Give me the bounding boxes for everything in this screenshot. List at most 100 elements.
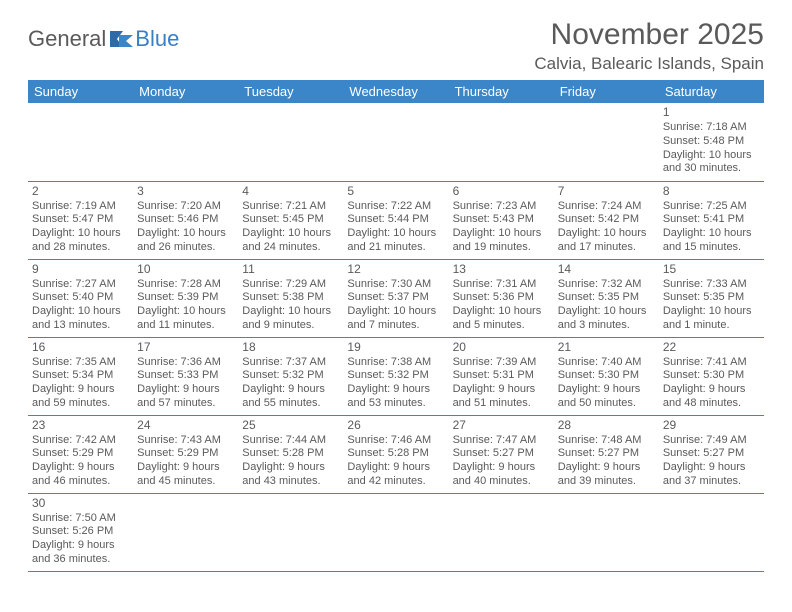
day-cell: 6Sunrise: 7:23 AMSunset: 5:43 PMDaylight…: [449, 181, 554, 259]
day-cell: 20Sunrise: 7:39 AMSunset: 5:31 PMDayligh…: [449, 337, 554, 415]
month-title: November 2025: [534, 18, 764, 52]
daylight-line: Daylight: 10 hours and 30 minutes.: [663, 149, 760, 177]
day-cell: 8Sunrise: 7:25 AMSunset: 5:41 PMDaylight…: [659, 181, 764, 259]
daylight-line: Daylight: 10 hours and 26 minutes.: [137, 227, 234, 255]
title-block: November 2025 Calvia, Balearic Islands, …: [534, 18, 764, 74]
day-number: 27: [453, 418, 550, 433]
day-number: 24: [137, 418, 234, 433]
daylight-line: Daylight: 10 hours and 1 minute.: [663, 305, 760, 333]
empty-cell: [238, 103, 343, 181]
day-cell: 22Sunrise: 7:41 AMSunset: 5:30 PMDayligh…: [659, 337, 764, 415]
day-cell: 29Sunrise: 7:49 AMSunset: 5:27 PMDayligh…: [659, 415, 764, 493]
sunrise-line: Sunrise: 7:38 AM: [347, 356, 444, 370]
empty-cell: [343, 103, 448, 181]
day-number: 5: [347, 184, 444, 199]
day-number: 18: [242, 340, 339, 355]
calendar-table: SundayMondayTuesdayWednesdayThursdayFrid…: [28, 80, 764, 572]
daylight-line: Daylight: 10 hours and 15 minutes.: [663, 227, 760, 255]
sunset-line: Sunset: 5:47 PM: [32, 213, 129, 227]
daylight-line: Daylight: 9 hours and 55 minutes.: [242, 383, 339, 411]
daylight-line: Daylight: 9 hours and 51 minutes.: [453, 383, 550, 411]
day-cell: 4Sunrise: 7:21 AMSunset: 5:45 PMDaylight…: [238, 181, 343, 259]
empty-cell: [449, 493, 554, 571]
day-number: 8: [663, 184, 760, 199]
daylight-line: Daylight: 9 hours and 53 minutes.: [347, 383, 444, 411]
sunrise-line: Sunrise: 7:43 AM: [137, 434, 234, 448]
header: General Blue November 2025 Calvia, Balea…: [28, 18, 764, 74]
daylight-line: Daylight: 9 hours and 46 minutes.: [32, 461, 129, 489]
sunrise-line: Sunrise: 7:20 AM: [137, 200, 234, 214]
sunrise-line: Sunrise: 7:28 AM: [137, 278, 234, 292]
weekday-header: Saturday: [659, 80, 764, 103]
day-cell: 12Sunrise: 7:30 AMSunset: 5:37 PMDayligh…: [343, 259, 448, 337]
logo: General Blue: [28, 26, 179, 52]
sunset-line: Sunset: 5:32 PM: [347, 369, 444, 383]
day-number: 10: [137, 262, 234, 277]
sunset-line: Sunset: 5:27 PM: [453, 447, 550, 461]
day-number: 15: [663, 262, 760, 277]
weekday-header: Sunday: [28, 80, 133, 103]
day-number: 1: [663, 105, 760, 120]
sunrise-line: Sunrise: 7:27 AM: [32, 278, 129, 292]
day-number: 2: [32, 184, 129, 199]
calendar-page: General Blue November 2025 Calvia, Balea…: [0, 0, 792, 590]
empty-cell: [554, 493, 659, 571]
empty-cell: [659, 493, 764, 571]
sunrise-line: Sunrise: 7:50 AM: [32, 512, 129, 526]
day-number: 22: [663, 340, 760, 355]
daylight-line: Daylight: 10 hours and 9 minutes.: [242, 305, 339, 333]
weekday-header: Wednesday: [343, 80, 448, 103]
sunset-line: Sunset: 5:40 PM: [32, 291, 129, 305]
sunrise-line: Sunrise: 7:40 AM: [558, 356, 655, 370]
day-cell: 24Sunrise: 7:43 AMSunset: 5:29 PMDayligh…: [133, 415, 238, 493]
sunset-line: Sunset: 5:30 PM: [663, 369, 760, 383]
empty-cell: [133, 103, 238, 181]
daylight-line: Daylight: 10 hours and 21 minutes.: [347, 227, 444, 255]
day-number: 6: [453, 184, 550, 199]
daylight-line: Daylight: 10 hours and 13 minutes.: [32, 305, 129, 333]
sunset-line: Sunset: 5:44 PM: [347, 213, 444, 227]
day-number: 23: [32, 418, 129, 433]
empty-cell: [554, 103, 659, 181]
daylight-line: Daylight: 10 hours and 28 minutes.: [32, 227, 129, 255]
day-cell: 16Sunrise: 7:35 AMSunset: 5:34 PMDayligh…: [28, 337, 133, 415]
day-cell: 9Sunrise: 7:27 AMSunset: 5:40 PMDaylight…: [28, 259, 133, 337]
day-number: 7: [558, 184, 655, 199]
day-number: 30: [32, 496, 129, 511]
daylight-line: Daylight: 10 hours and 7 minutes.: [347, 305, 444, 333]
sunset-line: Sunset: 5:36 PM: [453, 291, 550, 305]
sunset-line: Sunset: 5:27 PM: [558, 447, 655, 461]
sunrise-line: Sunrise: 7:46 AM: [347, 434, 444, 448]
daylight-line: Daylight: 9 hours and 36 minutes.: [32, 539, 129, 567]
sunrise-line: Sunrise: 7:25 AM: [663, 200, 760, 214]
empty-cell: [133, 493, 238, 571]
sunrise-line: Sunrise: 7:35 AM: [32, 356, 129, 370]
sunset-line: Sunset: 5:31 PM: [453, 369, 550, 383]
calendar-row: 23Sunrise: 7:42 AMSunset: 5:29 PMDayligh…: [28, 415, 764, 493]
day-cell: 27Sunrise: 7:47 AMSunset: 5:27 PMDayligh…: [449, 415, 554, 493]
day-number: 11: [242, 262, 339, 277]
sunrise-line: Sunrise: 7:21 AM: [242, 200, 339, 214]
sunrise-line: Sunrise: 7:18 AM: [663, 121, 760, 135]
sunset-line: Sunset: 5:43 PM: [453, 213, 550, 227]
daylight-line: Daylight: 10 hours and 3 minutes.: [558, 305, 655, 333]
day-number: 28: [558, 418, 655, 433]
sunrise-line: Sunrise: 7:19 AM: [32, 200, 129, 214]
calendar-row: 1Sunrise: 7:18 AMSunset: 5:48 PMDaylight…: [28, 103, 764, 181]
day-cell: 25Sunrise: 7:44 AMSunset: 5:28 PMDayligh…: [238, 415, 343, 493]
sunset-line: Sunset: 5:45 PM: [242, 213, 339, 227]
weekday-header: Thursday: [449, 80, 554, 103]
day-number: 19: [347, 340, 444, 355]
daylight-line: Daylight: 9 hours and 45 minutes.: [137, 461, 234, 489]
empty-cell: [238, 493, 343, 571]
day-number: 16: [32, 340, 129, 355]
location: Calvia, Balearic Islands, Spain: [534, 54, 764, 74]
sunset-line: Sunset: 5:28 PM: [347, 447, 444, 461]
weekday-header: Monday: [133, 80, 238, 103]
sunrise-line: Sunrise: 7:33 AM: [663, 278, 760, 292]
logo-flag-icon: [109, 29, 135, 49]
day-cell: 10Sunrise: 7:28 AMSunset: 5:39 PMDayligh…: [133, 259, 238, 337]
day-cell: 21Sunrise: 7:40 AMSunset: 5:30 PMDayligh…: [554, 337, 659, 415]
calendar-row: 16Sunrise: 7:35 AMSunset: 5:34 PMDayligh…: [28, 337, 764, 415]
daylight-line: Daylight: 9 hours and 57 minutes.: [137, 383, 234, 411]
